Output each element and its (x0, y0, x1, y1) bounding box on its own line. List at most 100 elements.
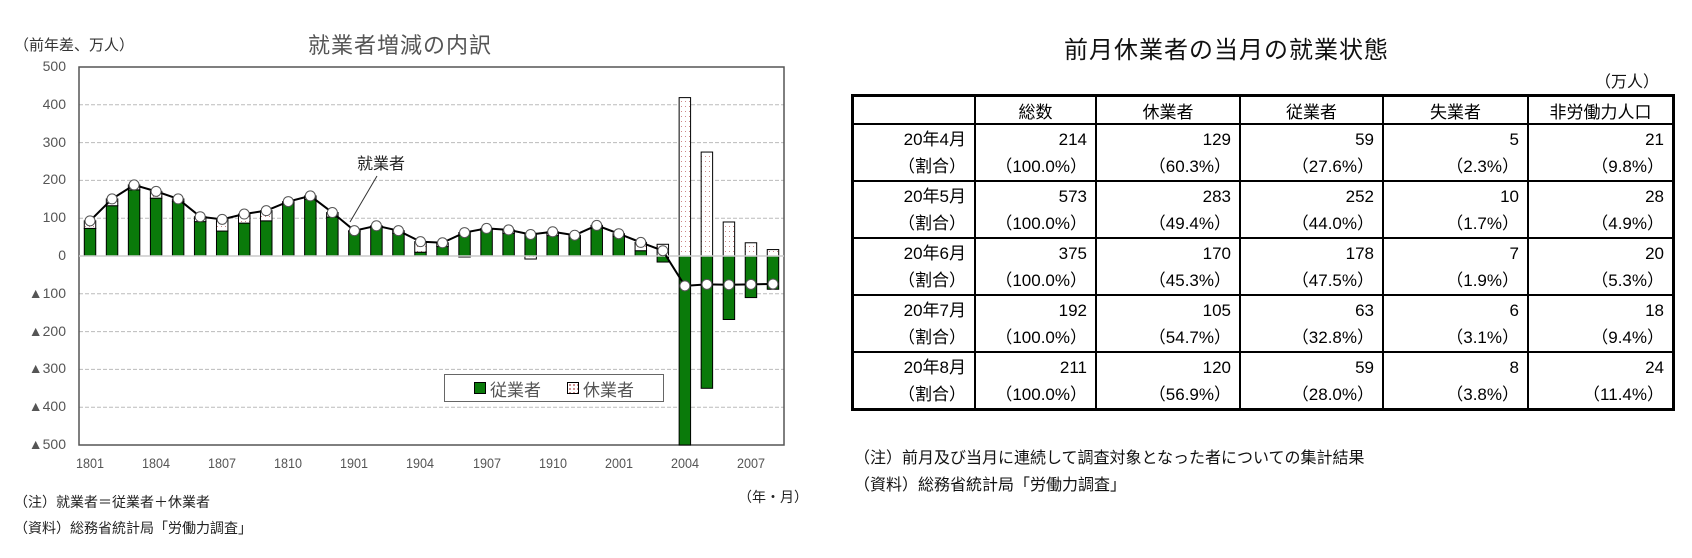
table-row: 20年4月 （割合） 214 （100.0%） 129 （60.3%） 59 （27.6%） 5… (851, 123, 1675, 182)
employment-breakdown-chart: （前年差、万人） 就業者増減の内訳 500 400 300 200 100 0 ▲100 ▲2… (0, 0, 820, 558)
x-tick-label: 1807 (208, 455, 237, 471)
table-cell: 6 （3.1%） (1382, 294, 1529, 353)
employed-total-line (89, 183, 774, 287)
absent-bar (678, 97, 692, 257)
cell-value: 18 (1645, 300, 1664, 320)
legend-label: 休業者 (583, 380, 634, 401)
employed-bar (215, 230, 229, 257)
line-marker (679, 280, 691, 292)
y-tick-label: ▲400 (28, 398, 66, 415)
absentee-status-table: 総数 休業者 従業者 失業者 非労働力人口 20年4月 （割合） 214 （100.0… (851, 94, 1675, 411)
cell-share: （45.3%） (1148, 270, 1231, 290)
cell-value: 5 (1509, 129, 1519, 149)
table-source: （資料）総務省統計局「労働力調査」 (854, 475, 1127, 494)
line-marker (701, 278, 713, 290)
x-tick-label: 1901 (340, 455, 369, 471)
header-cell-employed: 従業者 (1239, 94, 1384, 125)
legend-label: 従業者 (490, 380, 541, 401)
table-cell: 18 （9.4%） (1527, 294, 1675, 353)
y-tick-label: 400 (42, 95, 66, 112)
employed-bar (105, 205, 119, 257)
employed-bar (304, 198, 317, 257)
line-marker (172, 193, 184, 205)
line-marker (194, 211, 206, 223)
table-row: 20年5月 （割合） 573 （100.0%） 283 （49.4%） 252 （44.0%）… (851, 180, 1675, 239)
cell-share: （28.0%） (1291, 384, 1374, 404)
table-row: 20年8月 （割合） 211 （100.0%） 120 （56.9%） 59 （28.0%） 8… (851, 351, 1675, 411)
x-tick-label: 1810 (274, 455, 303, 471)
cell-share: （11.4%） (1583, 384, 1664, 404)
table-cell: 5 （2.3%） (1382, 123, 1529, 182)
employed-bar (127, 189, 141, 257)
dotted-square-icon (567, 382, 579, 394)
cell-value: 24 (1645, 357, 1664, 377)
table-title: 前月休業者の当月の就業状態 (1064, 36, 1389, 64)
row-month-label: 20年8月 (903, 357, 966, 377)
cell-share: （100.0%） (995, 327, 1087, 347)
table-cell: 170 （45.3%） (1095, 237, 1241, 296)
table-cell: 192 （100.0%） (974, 294, 1097, 353)
x-tick-label: 2007 (736, 455, 765, 471)
absentee-status-table-panel: 前月休業者の当月の就業状態 （万人） 総数 休業者 従業者 失業者 非労働力人口… (840, 0, 1692, 558)
row-month-label: 20年6月 (903, 243, 966, 263)
cell-share: （2.3%） (1446, 156, 1519, 176)
cell-value: 178 (1345, 243, 1374, 263)
chart-note: （注）就業者＝従業者＋休業者 (14, 495, 210, 511)
employed-bar (260, 220, 273, 257)
table-row: 20年7月 （割合） 192 （100.0%） 105 （54.7%） 63 （32.8%） 6… (851, 294, 1675, 353)
cell-share: （4.9%） (1591, 213, 1664, 233)
legend-item-absent: 休業者 (567, 376, 634, 401)
cell-value: 6 (1509, 300, 1519, 320)
line-marker (282, 196, 294, 208)
cell-value: 28 (1645, 186, 1664, 206)
y-tick-label: ▲100 (28, 284, 66, 301)
table-row: 20年6月 （割合） 375 （100.0%） 170 （45.3%） 178 （47.5%）… (851, 237, 1675, 296)
y-tick-label: ▲200 (28, 322, 66, 339)
cell-share: （100.0%） (995, 384, 1087, 404)
cell-share: （5.3%） (1591, 270, 1664, 290)
y-axis-unit-label: （前年差、万人） (14, 36, 135, 54)
table-cell: 59 （27.6%） (1239, 123, 1384, 182)
table-cell: 105 （54.7%） (1095, 294, 1241, 353)
legend-item-employed: 従業者 (474, 376, 541, 401)
header-cell-not-in-labor-force: 非労働力人口 (1527, 94, 1675, 125)
chart-title: 就業者増減の内訳 (308, 34, 493, 59)
line-marker (414, 236, 426, 248)
x-tick-label: 1910 (538, 455, 567, 471)
line-marker (635, 236, 647, 248)
line-marker (547, 226, 559, 238)
table-cell: 283 （49.4%） (1095, 180, 1241, 239)
cell-value: 283 (1202, 186, 1231, 206)
y-tick-label: 0 (58, 247, 66, 263)
line-marker (370, 220, 382, 232)
table-cell: 211 （100.0%） (974, 351, 1097, 411)
table-cell: 59 （28.0%） (1239, 351, 1384, 411)
line-marker (238, 208, 250, 220)
table-cell: 28 （4.9%） (1527, 180, 1675, 239)
table-cell: 178 （47.5%） (1239, 237, 1384, 296)
cell-share: （60.3%） (1148, 156, 1231, 176)
employed-bar (546, 235, 559, 257)
table-cell: 24 （11.4%） (1527, 351, 1675, 411)
line-marker (459, 227, 471, 239)
cell-share: （100.0%） (995, 270, 1087, 290)
cell-share: （100.0%） (995, 213, 1087, 233)
employed-bar (590, 227, 603, 257)
cell-value: 375 (1058, 243, 1087, 263)
cell-share: （32.8%） (1291, 327, 1374, 347)
line-marker (304, 190, 316, 202)
row-month-label: 20年4月 (903, 129, 966, 149)
table-cell: 129 （60.3%） (1095, 123, 1241, 182)
row-label-cell: 20年4月 （割合） (851, 123, 976, 182)
employed-bar (238, 222, 251, 257)
line-marker (84, 215, 96, 227)
line-marker (591, 219, 603, 231)
line-marker (392, 225, 404, 237)
table-cell: 7 （1.9%） (1382, 237, 1529, 296)
table-cell: 120 （56.9%） (1095, 351, 1241, 411)
line-marker (745, 278, 757, 290)
x-tick-label: 2004 (670, 455, 699, 471)
x-tick-label: 2001 (604, 455, 633, 471)
cell-value: 10 (1500, 186, 1519, 206)
line-marker (216, 213, 228, 225)
